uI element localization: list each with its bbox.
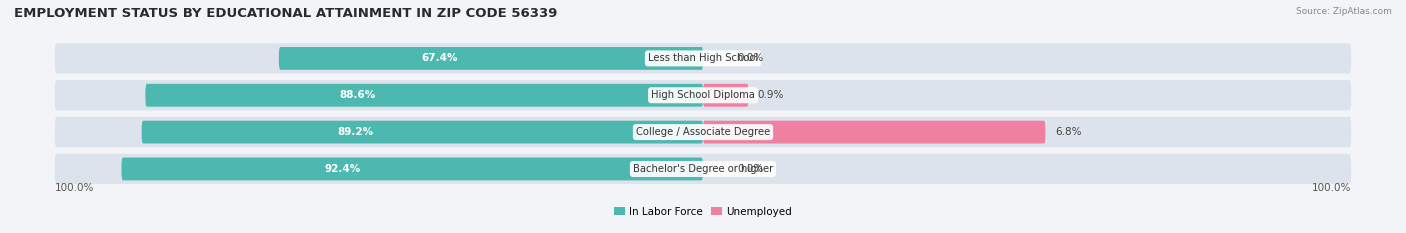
Text: 0.9%: 0.9% [758, 90, 785, 100]
Text: 88.6%: 88.6% [339, 90, 375, 100]
FancyBboxPatch shape [703, 121, 1046, 144]
Text: 67.4%: 67.4% [422, 53, 458, 63]
Text: EMPLOYMENT STATUS BY EDUCATIONAL ATTAINMENT IN ZIP CODE 56339: EMPLOYMENT STATUS BY EDUCATIONAL ATTAINM… [14, 7, 557, 20]
FancyBboxPatch shape [55, 154, 1351, 184]
Text: 0.0%: 0.0% [738, 53, 763, 63]
Text: 89.2%: 89.2% [337, 127, 373, 137]
Text: 100.0%: 100.0% [1312, 183, 1351, 193]
FancyBboxPatch shape [703, 84, 748, 107]
Text: 92.4%: 92.4% [325, 164, 360, 174]
Text: 0.0%: 0.0% [738, 164, 763, 174]
Text: Source: ZipAtlas.com: Source: ZipAtlas.com [1296, 7, 1392, 16]
FancyBboxPatch shape [55, 43, 1351, 74]
Legend: In Labor Force, Unemployed: In Labor Force, Unemployed [610, 202, 796, 221]
Text: Bachelor's Degree or higher: Bachelor's Degree or higher [633, 164, 773, 174]
FancyBboxPatch shape [278, 47, 703, 70]
FancyBboxPatch shape [55, 80, 1351, 110]
FancyBboxPatch shape [142, 121, 703, 144]
FancyBboxPatch shape [55, 117, 1351, 147]
Text: 100.0%: 100.0% [55, 183, 94, 193]
FancyBboxPatch shape [145, 84, 703, 107]
Text: Less than High School: Less than High School [648, 53, 758, 63]
Text: College / Associate Degree: College / Associate Degree [636, 127, 770, 137]
Text: 6.8%: 6.8% [1054, 127, 1081, 137]
Text: High School Diploma: High School Diploma [651, 90, 755, 100]
FancyBboxPatch shape [121, 158, 703, 180]
